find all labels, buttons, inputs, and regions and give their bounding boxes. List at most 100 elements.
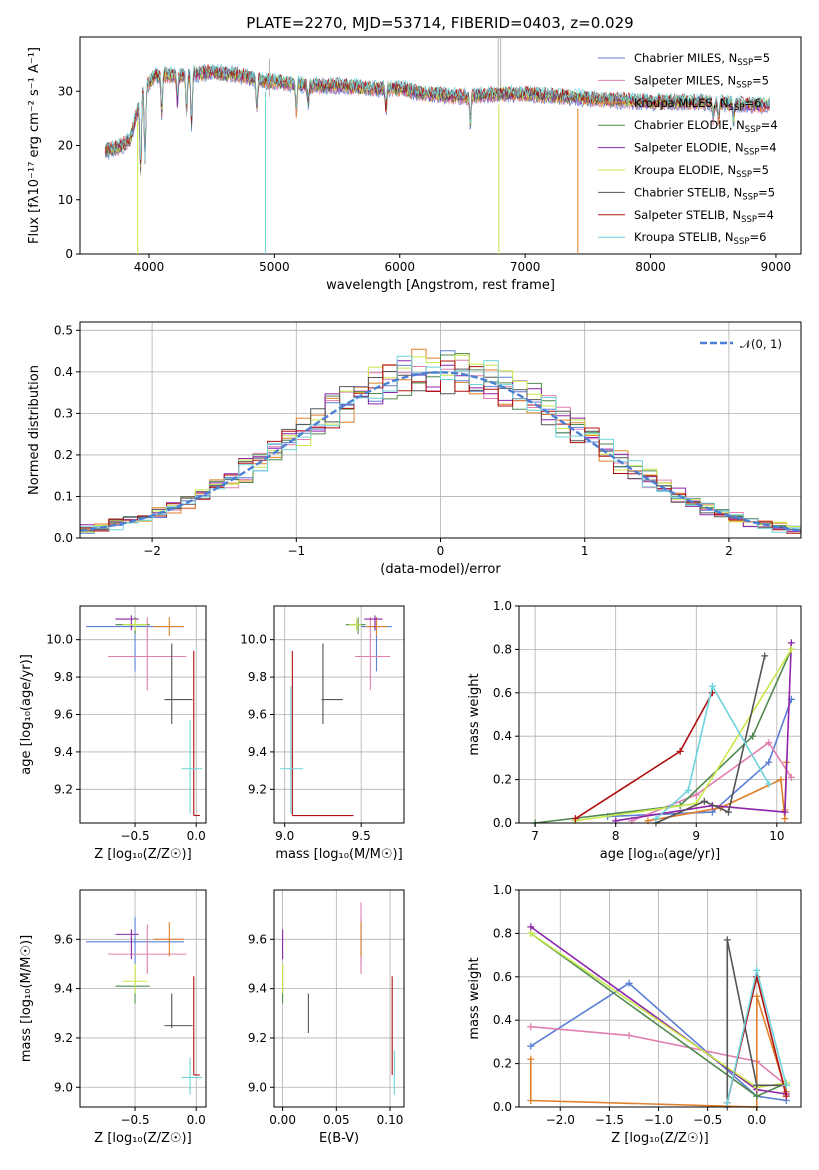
series-marker-ChabSTELIB bbox=[724, 808, 732, 816]
y-tick-label: 0.4 bbox=[493, 1013, 512, 1027]
y-tick-label: 10.0 bbox=[240, 633, 267, 647]
mass-weight-vs-age-panel: 7 8 9 10 0.0 0.2 0.4 0.6 0.8 1.0 age [log₁₀(age/yr… bbox=[467, 599, 802, 862]
x-tick-label: −1 bbox=[287, 544, 305, 558]
series-marker-SalpMILES bbox=[625, 1031, 633, 1039]
series-marker-ChabSTELIB bbox=[761, 652, 769, 660]
series-marker-SalpMILES bbox=[765, 739, 773, 747]
y-tick-label: 0.0 bbox=[54, 531, 73, 545]
axes-frame bbox=[518, 889, 802, 1108]
series-marker-ChabSTELIB bbox=[723, 936, 731, 944]
x-tick-label: 9.0 bbox=[275, 829, 294, 843]
y-tick-label: 0.8 bbox=[493, 642, 512, 656]
y-tick-label: 0.2 bbox=[54, 448, 73, 462]
series-marker-SalpMILES bbox=[692, 791, 700, 799]
x-tick-label: 0.0 bbox=[187, 1113, 206, 1127]
series-marker-ChabELODIE bbox=[749, 732, 757, 740]
figure-title: PLATE=2270, MJD=53714, FIBERID=0403, z=0… bbox=[246, 14, 633, 32]
x-tick-label: 9.5 bbox=[352, 829, 371, 843]
y-tick-label: 0.2 bbox=[493, 773, 512, 787]
y-tick-label: 1.0 bbox=[493, 599, 512, 613]
spectrum-panel: 4000 5000 6000 7000 8000 9000 0 10 20 30 wavelengt… bbox=[27, 36, 802, 293]
x-tick-label: 10 bbox=[769, 829, 784, 843]
y-axis-label: mass [log₁₀(M/M☉)] bbox=[19, 935, 34, 1062]
x-tick-label: −0.5 bbox=[693, 1113, 722, 1127]
series-marker-KroupaSTELIB bbox=[782, 1081, 790, 1089]
x-tick-label: 8 bbox=[612, 829, 620, 843]
series-marker-KroupaSTELIB bbox=[708, 682, 716, 690]
series-marker-ChabMILES bbox=[765, 758, 773, 766]
y-tick-label: 0.6 bbox=[493, 686, 512, 700]
series-marker-KroupaMILES bbox=[777, 776, 785, 784]
legend-entry: Chabrier MILES, NSSP=5 bbox=[634, 51, 770, 68]
age-vs-mass-panel: 9.0 9.5 9.2 9.4 9.6 9.8 10.0 mass [log₁₀(M/M☉)] bbox=[240, 605, 405, 862]
y-tick-label: 0 bbox=[65, 247, 73, 261]
normal-curve bbox=[79, 371, 802, 532]
series-marker-ChabELODIE bbox=[753, 1092, 761, 1100]
x-tick-label: 9000 bbox=[761, 260, 792, 274]
y-tick-label: 9.6 bbox=[54, 932, 73, 946]
y-tick-label: 0.3 bbox=[54, 406, 73, 420]
y-tick-label: 20 bbox=[58, 139, 73, 153]
series-marker-KroupaMILES bbox=[753, 992, 761, 1000]
y-axis-label: mass weight bbox=[467, 673, 482, 755]
y-tick-label: 9.4 bbox=[54, 745, 73, 759]
y-tick-label: 1.0 bbox=[493, 883, 512, 897]
y-tick-label: 9.4 bbox=[54, 982, 73, 996]
legend-entry: Chabrier STELIB, NSSP=5 bbox=[634, 185, 775, 202]
x-axis-label: Z [log₁₀(Z/Z☉)] bbox=[94, 1131, 191, 1146]
y-tick-label: 9.2 bbox=[54, 782, 73, 796]
series-line-ChabMILES bbox=[530, 982, 787, 1102]
y-tick-label: 9.4 bbox=[248, 982, 267, 996]
axes-frame bbox=[79, 889, 207, 1108]
y-tick-label: 9.6 bbox=[248, 932, 267, 946]
series-marker-KroupaSTELIB bbox=[652, 815, 660, 823]
series-marker-KroupaELODIE bbox=[787, 645, 795, 653]
x-tick-label: 4000 bbox=[134, 260, 165, 274]
y-tick-label: 0.5 bbox=[54, 323, 73, 337]
y-tick-label: 10 bbox=[58, 193, 73, 207]
x-axis-label: mass [log₁₀(M/M☉)] bbox=[275, 847, 402, 862]
y-tick-label: 9.6 bbox=[54, 708, 73, 722]
y-tick-label: 9.0 bbox=[248, 1080, 267, 1094]
x-tick-label: 5000 bbox=[259, 260, 290, 274]
y-tick-label: 9.0 bbox=[54, 1080, 73, 1094]
series-marker-ChabMILES bbox=[625, 979, 633, 987]
x-tick-label: −1.0 bbox=[644, 1113, 673, 1127]
x-tick-label: 2 bbox=[725, 544, 733, 558]
y-tick-label: 0.1 bbox=[54, 489, 73, 503]
x-tick-label: −2.0 bbox=[546, 1113, 575, 1127]
x-tick-label: 7000 bbox=[510, 260, 541, 274]
legend-entry: 𝒩(0, 1) bbox=[740, 337, 782, 351]
legend-entry: Salpeter ELODIE, NSSP=4 bbox=[634, 141, 777, 158]
x-axis-label: Z [log₁₀(Z/Z☉)] bbox=[611, 1131, 708, 1146]
series-marker-KroupaSTELIB bbox=[684, 786, 692, 794]
x-axis-label: (data-model)/error bbox=[380, 562, 501, 577]
series-marker-SalpMILES bbox=[527, 1023, 535, 1031]
series-marker-KroupaMILES bbox=[781, 815, 789, 823]
series-marker-SalpELODIE bbox=[527, 923, 535, 931]
x-tick-label: 0.0 bbox=[187, 829, 206, 843]
y-tick-label: 0.0 bbox=[493, 1100, 512, 1114]
legend-entry: Kroupa MILES, NSSP=6 bbox=[634, 96, 761, 113]
series-marker-ChabSTELIB bbox=[753, 1081, 761, 1089]
x-tick-label: 8000 bbox=[635, 260, 666, 274]
axes-frame bbox=[273, 889, 405, 1108]
series-marker-KroupaSTELIB bbox=[765, 780, 773, 788]
mass-vs-ebv-panel: 0.00 0.05 0.10 9.0 9.2 9.4 9.6 E(B-V) bbox=[248, 889, 405, 1146]
y-tick-label: 9.2 bbox=[54, 1031, 73, 1045]
series-marker-ChabMILES bbox=[527, 1042, 535, 1050]
y-tick-label: 0.6 bbox=[493, 970, 512, 984]
x-tick-label: −0.5 bbox=[120, 829, 149, 843]
series-marker-KroupaSTELIB bbox=[723, 1099, 731, 1107]
mass-weight-vs-metallicity-panel: −2.0 −1.5 −1.0 −0.5 0.0 0.0 0.2 0.4 0.6 0.8 1.0 Z [… bbox=[467, 883, 802, 1146]
series-marker-KroupaELODIE bbox=[527, 929, 535, 937]
x-tick-label: 7 bbox=[531, 829, 539, 843]
series-marker-KroupaMILES bbox=[527, 1096, 535, 1104]
y-tick-label: 9.6 bbox=[248, 708, 267, 722]
x-tick-label: 0 bbox=[437, 544, 445, 558]
series-line-SalpMILES bbox=[530, 1025, 787, 1086]
y-tick-label: 9.2 bbox=[248, 1031, 267, 1045]
x-axis-label: Z [log₁₀(Z/Z☉)] bbox=[94, 847, 191, 862]
x-tick-label: 0.0 bbox=[747, 1113, 766, 1127]
